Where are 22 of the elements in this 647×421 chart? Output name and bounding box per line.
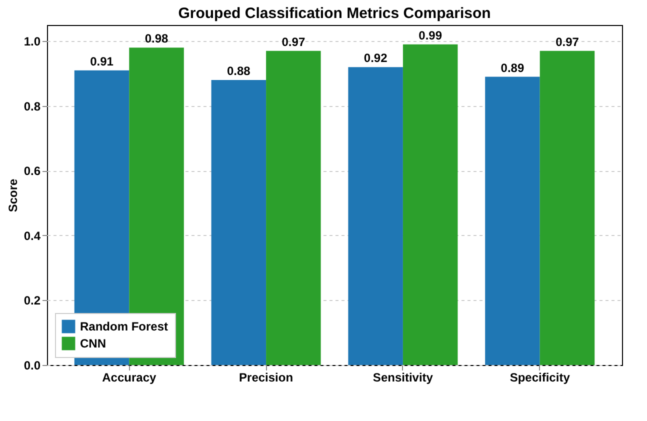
y-tick-label: 0.6	[24, 164, 41, 178]
data-label: 0.88	[226, 64, 251, 78]
data-label: 0.97	[282, 34, 306, 49]
y-tick-label: 1.0	[24, 34, 41, 49]
data-label: 0.92	[364, 51, 388, 66]
y-axis-title: Score	[6, 178, 20, 212]
y-tick-label: 0.2	[24, 294, 41, 308]
y-tick-label: 0.4	[24, 228, 41, 243]
legend-label: Random Forest	[80, 320, 168, 334]
chart-title: Grouped Classification Metrics Comparison	[178, 5, 491, 22]
data-label: 0.89	[500, 60, 524, 75]
x-tick-label: Sensitivity	[372, 370, 434, 384]
data-label: 0.99	[418, 28, 442, 42]
y-tick-label: 0.8	[24, 99, 41, 114]
x-tick-label: Specificity	[510, 370, 570, 384]
legend-label: CNN	[80, 336, 106, 350]
x-tick-label: Precision	[239, 370, 294, 384]
data-label: 0.97	[556, 34, 580, 49]
data-label: 0.91	[90, 54, 114, 68]
y-tick-label: 0.0	[24, 358, 41, 372]
x-tick-label: Accuracy	[102, 370, 156, 384]
data-label: 0.98	[144, 32, 169, 46]
